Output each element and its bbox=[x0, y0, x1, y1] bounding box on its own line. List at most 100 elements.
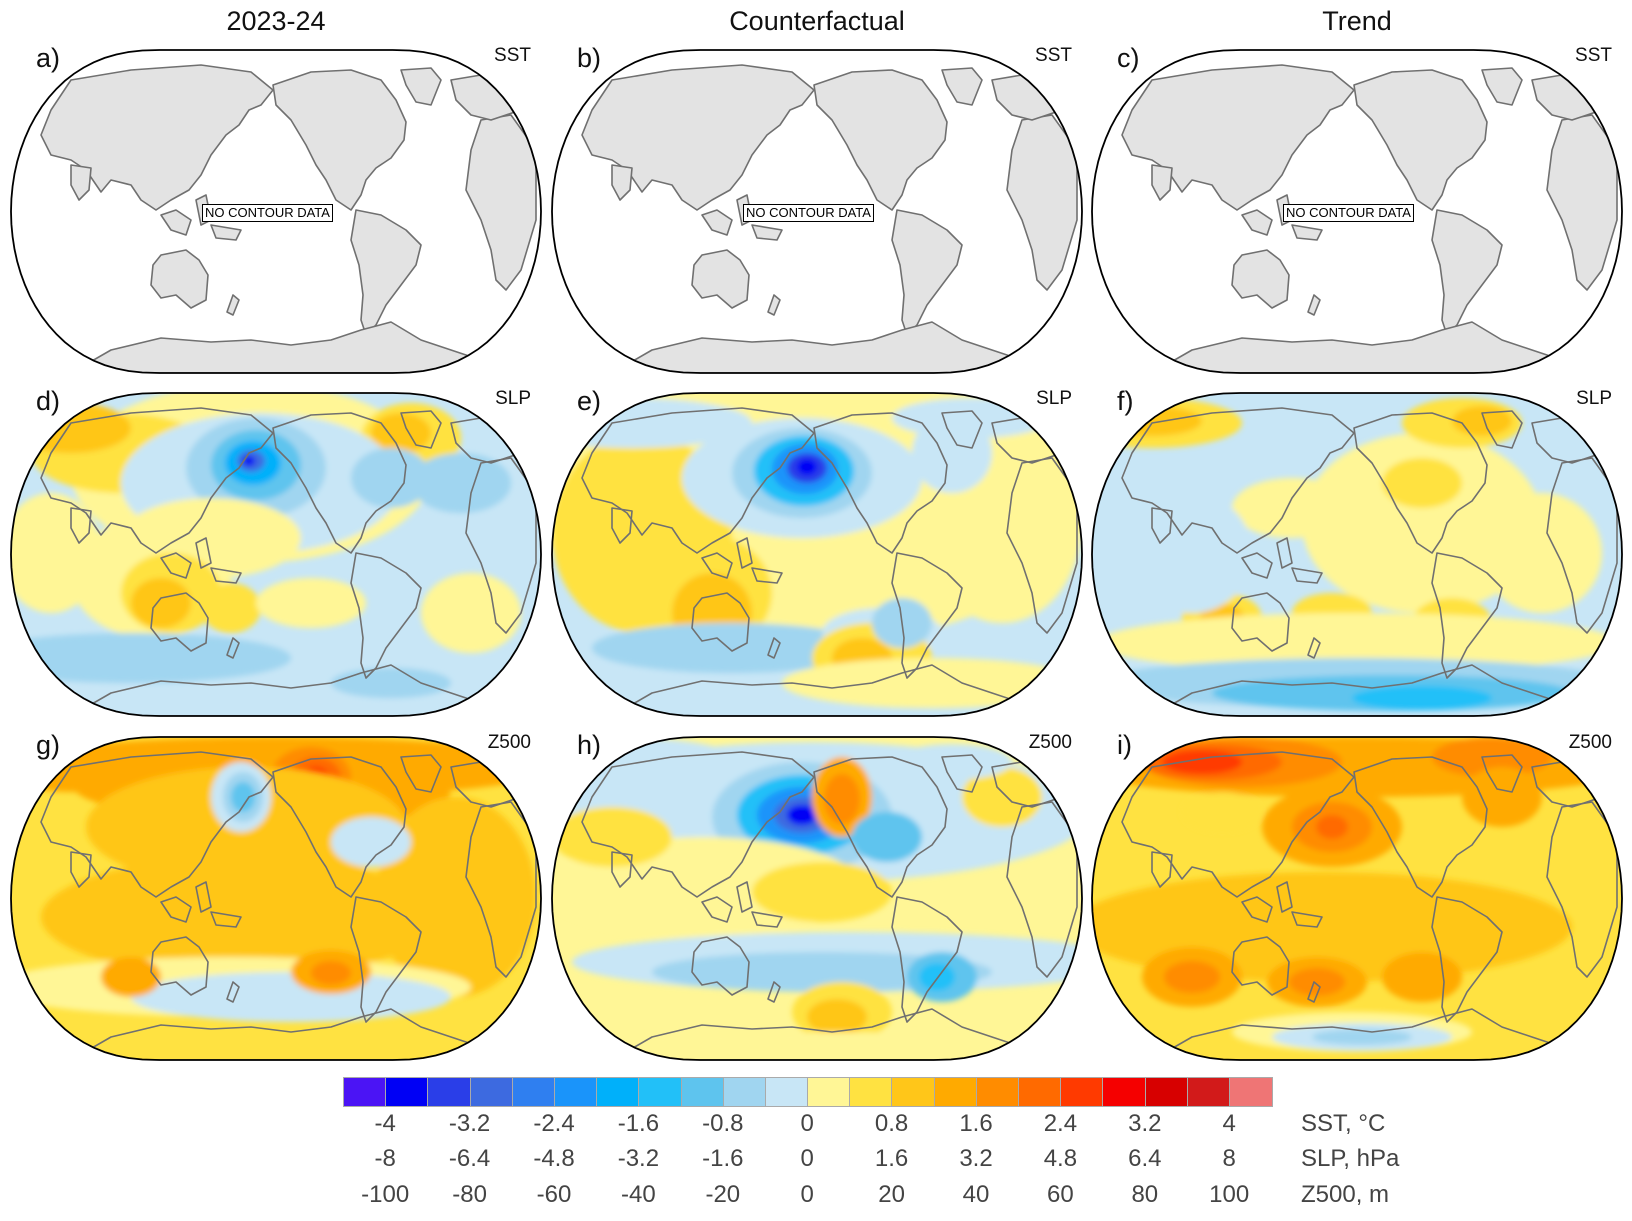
coastline-australia bbox=[150, 249, 209, 309]
coastline-samerica bbox=[350, 896, 422, 1023]
anomaly-contour bbox=[892, 744, 1012, 780]
column-title-2023-24: 2023-24 bbox=[226, 6, 326, 36]
anomaly-contour bbox=[1312, 1029, 1412, 1045]
anomaly-contour bbox=[1097, 613, 1617, 673]
coastline-samerica bbox=[1431, 552, 1503, 679]
colorbar-tick-label: -8 bbox=[374, 1145, 396, 1172]
coastline-namerica bbox=[272, 69, 407, 211]
map-panel-i: i) Z500 bbox=[1091, 730, 1623, 1061]
variable-label-g: Z500 bbox=[487, 732, 531, 753]
coastline-australia bbox=[1231, 592, 1290, 652]
map-c bbox=[1091, 49, 1623, 374]
coastline-samerica bbox=[1431, 896, 1503, 1023]
colorbar-bin bbox=[344, 1078, 387, 1106]
colorbar-unit-label-z500: Z500, m bbox=[1301, 1181, 1390, 1208]
coastline-india bbox=[611, 164, 633, 201]
colorbar-bin bbox=[386, 1078, 429, 1106]
map-f bbox=[1091, 392, 1623, 717]
anomaly-contour bbox=[552, 398, 752, 448]
colorbar-tick-label: -3.2 bbox=[617, 1145, 660, 1172]
map-panel-d: d) SLP bbox=[10, 386, 542, 717]
coastline-nz bbox=[767, 637, 781, 659]
coastline-seasia bbox=[1241, 881, 1323, 928]
coastline-namerica bbox=[272, 412, 407, 554]
coastline-australia bbox=[1231, 936, 1290, 996]
coastline-namerica bbox=[1353, 756, 1488, 898]
coastline-nz bbox=[1307, 637, 1321, 659]
anomaly-contour bbox=[782, 658, 1082, 708]
coastline-nz bbox=[226, 294, 240, 316]
panel-label-h: h) bbox=[577, 730, 602, 760]
anomaly-contour bbox=[131, 972, 451, 1022]
anomaly-contour bbox=[201, 583, 261, 633]
coastline-nz bbox=[767, 981, 781, 1003]
colorbar-tick-label: 0 bbox=[800, 1145, 814, 1172]
anomaly-contour bbox=[592, 623, 872, 673]
colorbar-tick-label: 4.8 bbox=[1043, 1145, 1078, 1172]
anomaly-contour bbox=[1232, 478, 1352, 538]
coastline-greenland bbox=[400, 67, 442, 106]
anomaly-contour bbox=[1462, 767, 1542, 827]
map-border bbox=[10, 736, 542, 1061]
colorbar-bin bbox=[554, 1078, 598, 1106]
colorbar-bin bbox=[723, 1078, 766, 1106]
variable-label-f: SLP bbox=[1576, 388, 1612, 409]
anomaly-contour bbox=[797, 459, 817, 475]
coastline-greenland bbox=[1481, 67, 1523, 106]
coastline-greenland bbox=[1481, 410, 1523, 449]
map-panel-a: a) SST NO CONTOUR DATA bbox=[10, 43, 542, 374]
coastline-eurasia bbox=[581, 751, 815, 898]
anomaly-contour bbox=[11, 493, 101, 613]
coastline-australia bbox=[691, 249, 750, 309]
anomaly-contour bbox=[411, 453, 511, 513]
map-panel-g: g) Z500 bbox=[10, 730, 542, 1061]
colorbar-bin bbox=[976, 1078, 1019, 1106]
colorbar-tick-label: 40 bbox=[962, 1181, 990, 1208]
coastline-nz bbox=[1307, 981, 1321, 1003]
no-contour-data-box: NO CONTOUR DATA bbox=[202, 204, 333, 222]
map-d bbox=[10, 392, 542, 717]
panel-label-f: f) bbox=[1117, 386, 1134, 416]
colorbar-bin bbox=[1229, 1078, 1273, 1106]
colorbar-bin bbox=[892, 1078, 935, 1106]
coastline-namerica bbox=[1353, 412, 1488, 554]
coastline-seasia bbox=[1241, 194, 1323, 241]
colorbar-tick-label: 4 bbox=[1222, 1110, 1236, 1137]
map-panel-b: b) SST NO CONTOUR DATA bbox=[551, 43, 1083, 374]
panel-label-a: a) bbox=[36, 43, 61, 73]
anomaly-contour bbox=[311, 961, 351, 985]
coastline-eurasia bbox=[40, 64, 274, 211]
map-g bbox=[10, 736, 542, 1061]
column-title-counterfactual: Counterfactual bbox=[729, 6, 905, 36]
anomaly-contour bbox=[1182, 792, 1262, 832]
colorbar-bin bbox=[470, 1078, 513, 1106]
coastline-namerica bbox=[813, 412, 948, 554]
map-border bbox=[1091, 736, 1623, 1061]
anomaly-contour bbox=[1289, 968, 1345, 996]
colorbar-tick-label: 2.4 bbox=[1043, 1110, 1078, 1137]
map-border bbox=[10, 49, 542, 374]
colorbar-tick-label: 1.6 bbox=[874, 1145, 909, 1172]
colorbar-tick-label: -1.6 bbox=[617, 1110, 660, 1137]
colorbar-ticks-slp: -8 -6.4 -4.8 -3.2 -1.6 0 1.6 3.2 4.8 6.4 8 SLP, hPa bbox=[0, 1145, 1632, 1175]
coastline-seasia bbox=[160, 881, 242, 928]
colorbar-tick-label: -6.4 bbox=[448, 1145, 491, 1172]
coastline-greenland bbox=[1481, 754, 1523, 793]
colorbar-bin bbox=[639, 1078, 682, 1106]
coastline-australia bbox=[150, 936, 209, 996]
anomaly-contour bbox=[1382, 458, 1462, 508]
anomaly-contour bbox=[376, 797, 536, 997]
coastline-eurasia bbox=[40, 407, 274, 554]
map-panel-h: h) Z500 bbox=[551, 730, 1083, 1061]
variable-label-i: Z500 bbox=[1568, 732, 1612, 753]
colorbar-tick-label: 6.4 bbox=[1128, 1145, 1162, 1172]
panel-label-g: g) bbox=[36, 730, 61, 760]
colorbar-unit-label-sst: SST, °C bbox=[1301, 1110, 1386, 1137]
colorbar-tick-label: 8 bbox=[1222, 1145, 1236, 1172]
variable-label-d: SLP bbox=[495, 388, 531, 409]
colorbar-tick-label: 0 bbox=[800, 1181, 814, 1208]
coastline-eurasia bbox=[1121, 64, 1355, 211]
colorbar-bin bbox=[934, 1078, 977, 1106]
coastline-australia bbox=[1231, 249, 1290, 309]
map-panel-f: f) SLP bbox=[1091, 386, 1623, 717]
